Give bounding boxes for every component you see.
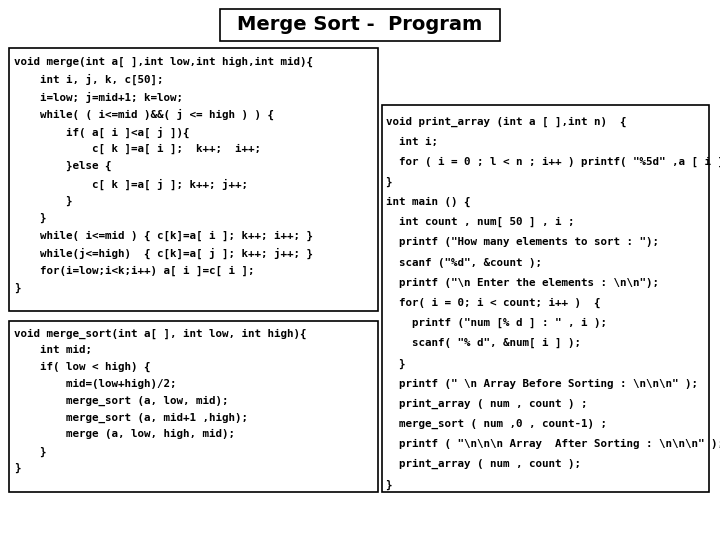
Text: while( ( i<=mid )&&( j <= high ) ) {: while( ( i<=mid )&&( j <= high ) ) {	[14, 109, 274, 120]
FancyBboxPatch shape	[9, 321, 378, 492]
Text: print_array ( num , count ) ;: print_array ( num , count ) ;	[385, 399, 587, 409]
Text: printf ( "\n\n\n Array  After Sorting : \n\n\n" );: printf ( "\n\n\n Array After Sorting : \…	[385, 439, 720, 449]
Text: printf ("How many elements to sort : ");: printf ("How many elements to sort : ");	[385, 238, 659, 247]
Text: }: }	[385, 177, 392, 187]
FancyBboxPatch shape	[220, 9, 500, 41]
Text: if( a[ i ]<a[ j ]){: if( a[ i ]<a[ j ]){	[14, 126, 189, 138]
Text: }: }	[385, 359, 405, 368]
Text: while( i<=mid ) { c[k]=a[ i ]; k++; i++; }: while( i<=mid ) { c[k]=a[ i ]; k++; i++;…	[14, 231, 312, 241]
Text: scanf ("%d", &count );: scanf ("%d", &count );	[385, 258, 541, 267]
Text: }: }	[385, 480, 392, 490]
Text: Merge Sort -  Program: Merge Sort - Program	[238, 15, 482, 35]
Text: void merge(int a[ ],int low,int high,int mid){: void merge(int a[ ],int low,int high,int…	[14, 57, 312, 67]
Text: void print_array (int a [ ],int n)  {: void print_array (int a [ ],int n) {	[385, 117, 626, 127]
Text: printf ("num [% d ] : " , i );: printf ("num [% d ] : " , i );	[385, 318, 606, 328]
Text: merge_sort ( num ,0 , count-1) ;: merge_sort ( num ,0 , count-1) ;	[385, 419, 606, 429]
Text: mid=(low+high)/2;: mid=(low+high)/2;	[14, 379, 176, 389]
Text: int i;: int i;	[385, 137, 438, 146]
Text: }: }	[14, 283, 20, 293]
Text: int count , num[ 50 ] , i ;: int count , num[ 50 ] , i ;	[385, 217, 574, 227]
FancyBboxPatch shape	[9, 48, 378, 311]
Text: }: }	[14, 213, 46, 224]
Text: for(i=low;i<k;i++) a[ i ]=c[ i ];: for(i=low;i<k;i++) a[ i ]=c[ i ];	[14, 266, 254, 276]
Text: merge (a, low, high, mid);: merge (a, low, high, mid);	[14, 429, 235, 440]
Text: merge_sort (a, low, mid);: merge_sort (a, low, mid);	[14, 396, 228, 406]
Text: while(j<=high)  { c[k]=a[ j ]; k++; j++; }: while(j<=high) { c[k]=a[ j ]; k++; j++; …	[14, 248, 312, 259]
FancyBboxPatch shape	[382, 105, 709, 492]
Text: print_array ( num , count );: print_array ( num , count );	[385, 459, 580, 469]
Text: if( low < high) {: if( low < high) {	[14, 362, 150, 373]
Text: }: }	[14, 196, 72, 206]
Text: scanf( "% d", &num[ i ] );: scanf( "% d", &num[ i ] );	[385, 338, 580, 348]
Text: }: }	[14, 463, 20, 474]
Text: for( i = 0; i < count; i++ )  {: for( i = 0; i < count; i++ ) {	[385, 298, 600, 308]
Text: merge_sort (a, mid+1 ,high);: merge_sort (a, mid+1 ,high);	[14, 413, 248, 423]
Text: c[ k ]=a[ j ]; k++; j++;: c[ k ]=a[ j ]; k++; j++;	[14, 179, 248, 190]
Text: printf (" \n Array Before Sorting : \n\n\n" );: printf (" \n Array Before Sorting : \n\n…	[385, 379, 698, 388]
Text: }else {: }else {	[14, 161, 112, 171]
Text: printf ("\n Enter the elements : \n\n");: printf ("\n Enter the elements : \n\n");	[385, 278, 659, 288]
Text: int mid;: int mid;	[14, 345, 91, 355]
Text: void merge_sort(int a[ ], int low, int high){: void merge_sort(int a[ ], int low, int h…	[14, 328, 306, 339]
Text: for ( i = 0 ; l < n ; i++ ) printf( "%5d" ,a [ i ] ) ;: for ( i = 0 ; l < n ; i++ ) printf( "%5d…	[385, 157, 720, 167]
Text: i=low; j=mid+1; k=low;: i=low; j=mid+1; k=low;	[14, 91, 183, 103]
Text: c[ k ]=a[ i ];  k++;  i++;: c[ k ]=a[ i ]; k++; i++;	[14, 144, 261, 154]
Text: }: }	[14, 446, 46, 456]
Text: int i, j, k, c[50];: int i, j, k, c[50];	[14, 74, 163, 85]
Text: int main () {: int main () {	[385, 197, 470, 207]
